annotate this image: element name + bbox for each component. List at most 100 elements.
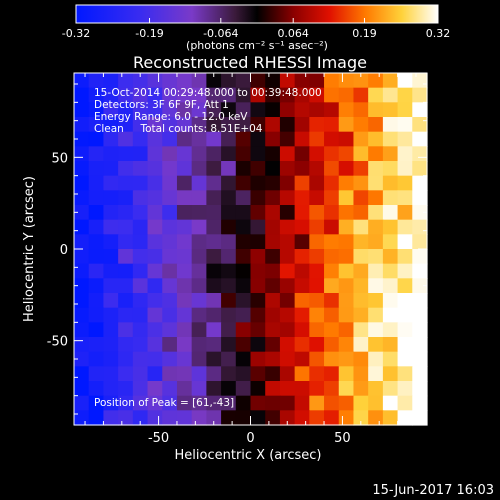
heatmap-cell — [206, 307, 222, 323]
colorbar-gradient — [75, 4, 439, 24]
heatmap-cell — [324, 366, 340, 382]
heatmap-cell — [132, 219, 149, 235]
annotation-peak: Position of Peak = [61,-43] — [94, 397, 234, 409]
heatmap-cell — [353, 293, 369, 309]
heatmap-cell — [324, 190, 340, 206]
heatmap-cell — [338, 234, 355, 250]
heatmap-cell — [250, 307, 266, 323]
heatmap-cell — [294, 87, 310, 103]
heatmap-cell — [382, 205, 399, 221]
heatmap-cell — [250, 293, 266, 309]
heatmap-cell — [368, 395, 384, 411]
heatmap-cell — [338, 307, 355, 323]
heatmap-cell — [88, 205, 105, 221]
heatmap-cell — [324, 322, 340, 338]
heatmap-cell — [382, 87, 399, 103]
heatmap-cell — [279, 278, 296, 294]
heatmap-cell — [235, 263, 252, 279]
heatmap-cell — [235, 205, 252, 221]
heatmap-cell — [250, 175, 266, 191]
heatmap-cell — [382, 293, 399, 309]
heatmap-cell — [88, 175, 105, 191]
heatmap-cell — [176, 190, 193, 206]
heatmap-cell — [338, 190, 355, 206]
heatmap-cell — [162, 366, 178, 382]
heatmap-cell — [338, 293, 355, 309]
heatmap-cell — [265, 234, 281, 250]
heatmap-cell — [412, 249, 428, 265]
heatmap-cell — [221, 87, 237, 103]
heatmap-cell — [74, 219, 90, 235]
heatmap-cell — [412, 234, 428, 250]
heatmap-cell — [412, 131, 428, 147]
heatmap-cell — [294, 117, 310, 133]
heatmap-cell — [147, 161, 163, 177]
heatmap-cell — [324, 249, 340, 265]
heatmap-cell — [279, 175, 296, 191]
heatmap-cell — [74, 381, 90, 397]
heatmap-cell — [265, 102, 281, 118]
heatmap-cell — [162, 117, 178, 133]
heatmap-cell — [382, 73, 399, 89]
heatmap-cell — [132, 381, 149, 397]
heatmap-cell — [309, 263, 325, 279]
heatmap-cell — [265, 117, 281, 133]
heatmap-cell — [132, 161, 149, 177]
heatmap-cell — [191, 278, 207, 294]
heatmap-cell — [162, 87, 178, 103]
heatmap-cell — [353, 395, 369, 411]
heatmap-cell — [279, 219, 296, 235]
heatmap-cell — [279, 117, 296, 133]
heatmap-cell — [191, 131, 207, 147]
heatmap-cell — [221, 117, 237, 133]
heatmap-cell — [191, 102, 207, 118]
heatmap-cell — [324, 337, 340, 353]
heatmap-cell — [176, 73, 193, 89]
heatmap-cell — [88, 190, 105, 206]
heatmap-cell — [294, 102, 310, 118]
heatmap-cell — [382, 146, 399, 162]
heatmap-cell — [324, 117, 340, 133]
heatmap-cell — [353, 410, 369, 426]
heatmap-cell — [206, 234, 222, 250]
heatmap-cell — [338, 117, 355, 133]
heatmap-cell — [324, 307, 340, 323]
heatmap-cell — [324, 293, 340, 309]
heatmap-cell — [132, 395, 149, 411]
heatmap-cell — [221, 337, 237, 353]
heatmap-cell — [324, 381, 340, 397]
heatmap-cell — [279, 351, 296, 367]
heatmap-cell — [88, 366, 105, 382]
heatmap-cell — [162, 395, 178, 411]
heatmap-cell — [382, 102, 399, 118]
annotation-method-counts: Clean Total counts: 8.51E+04 — [94, 123, 263, 135]
heatmap-cell — [74, 263, 90, 279]
heatmap-cell — [176, 381, 193, 397]
heatmap-cell — [191, 293, 207, 309]
heatmap-cell — [309, 366, 325, 382]
heatmap-cell — [74, 278, 90, 294]
heatmap-cell — [294, 351, 310, 367]
heatmap-cell — [294, 366, 310, 382]
heatmap-cell — [88, 87, 105, 103]
heatmap-cell — [147, 263, 163, 279]
heatmap-cell — [235, 395, 252, 411]
heatmap-cell — [235, 366, 252, 382]
heatmap-cell — [353, 73, 369, 89]
heatmap-cell — [235, 190, 252, 206]
heatmap-cell — [103, 219, 119, 235]
heatmap-cell — [103, 410, 119, 426]
heatmap-cell — [265, 322, 281, 338]
heatmap-cell — [147, 307, 163, 323]
heatmap-cell — [353, 351, 369, 367]
heatmap-cell — [250, 337, 266, 353]
heatmap-cell — [74, 366, 90, 382]
heatmap-cell — [132, 337, 149, 353]
heatmap-cell — [324, 175, 340, 191]
heatmap-cell — [147, 175, 163, 191]
heatmap-cell — [162, 337, 178, 353]
heatmap-cell — [206, 161, 222, 177]
heatmap-cell — [412, 219, 428, 235]
heatmap-cell — [118, 395, 134, 411]
